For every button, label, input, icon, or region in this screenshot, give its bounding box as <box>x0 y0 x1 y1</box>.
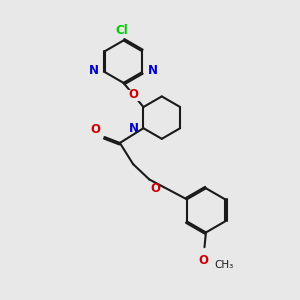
Text: O: O <box>198 254 208 267</box>
Text: CH₃: CH₃ <box>215 260 234 269</box>
Text: Cl: Cl <box>116 24 128 37</box>
Text: O: O <box>90 123 100 136</box>
Text: N: N <box>129 122 139 135</box>
Text: O: O <box>151 182 161 195</box>
Text: N: N <box>89 64 99 77</box>
Text: O: O <box>128 88 139 101</box>
Text: N: N <box>148 64 158 77</box>
